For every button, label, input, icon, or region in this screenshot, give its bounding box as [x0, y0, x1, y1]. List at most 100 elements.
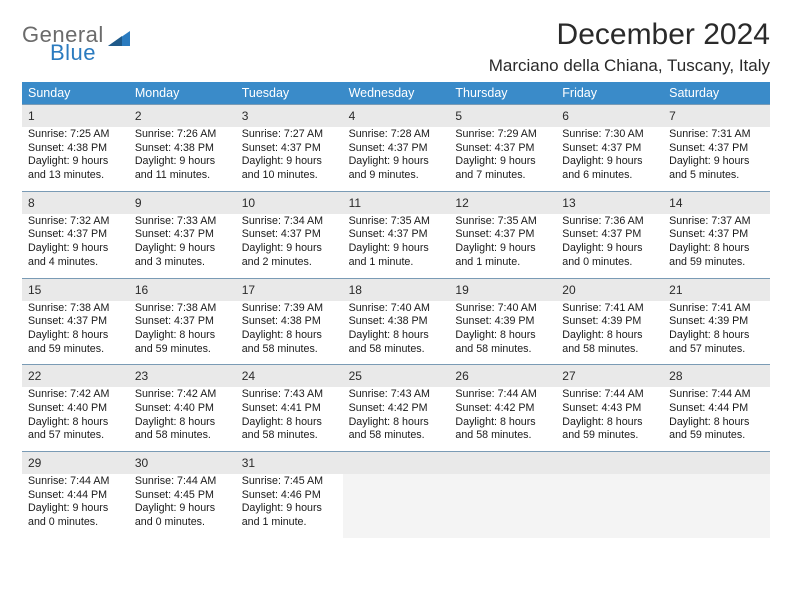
day-number-cell — [343, 451, 450, 474]
day-of-week-header: Tuesday — [236, 82, 343, 104]
sunrise-text: Sunrise: 7:34 AM — [242, 215, 337, 229]
sunrise-text: Sunrise: 7:26 AM — [135, 128, 230, 142]
day-body-cell — [449, 474, 556, 538]
day-number: 21 — [669, 283, 682, 297]
page-header: General Blue December 2024 Marciano dell… — [22, 18, 770, 76]
daylight-text: and 59 minutes. — [28, 343, 123, 357]
sunset-text: Sunset: 4:44 PM — [669, 402, 764, 416]
day-body-cell: Sunrise: 7:33 AMSunset: 4:37 PMDaylight:… — [129, 214, 236, 278]
daylight-text: Daylight: 9 hours — [28, 242, 123, 256]
week-body-row: Sunrise: 7:44 AMSunset: 4:44 PMDaylight:… — [22, 474, 770, 538]
sunrise-text: Sunrise: 7:28 AM — [349, 128, 444, 142]
sunset-text: Sunset: 4:37 PM — [135, 315, 230, 329]
calendar-grid: SundayMondayTuesdayWednesdayThursdayFrid… — [22, 82, 770, 538]
day-number-cell: 18 — [343, 278, 450, 301]
sunset-text: Sunset: 4:37 PM — [242, 142, 337, 156]
day-number: 18 — [349, 283, 362, 297]
daylight-text: and 1 minute. — [349, 256, 444, 270]
sunrise-text: Sunrise: 7:44 AM — [135, 475, 230, 489]
daylight-text: Daylight: 9 hours — [242, 502, 337, 516]
day-body-cell: Sunrise: 7:44 AMSunset: 4:44 PMDaylight:… — [663, 387, 770, 451]
daylight-text: Daylight: 9 hours — [242, 242, 337, 256]
sunset-text: Sunset: 4:37 PM — [349, 142, 444, 156]
day-body-cell: Sunrise: 7:38 AMSunset: 4:37 PMDaylight:… — [22, 301, 129, 365]
day-number-cell: 6 — [556, 104, 663, 127]
day-body-cell: Sunrise: 7:32 AMSunset: 4:37 PMDaylight:… — [22, 214, 129, 278]
sunset-text: Sunset: 4:37 PM — [28, 315, 123, 329]
daylight-text: Daylight: 8 hours — [28, 416, 123, 430]
sunset-text: Sunset: 4:37 PM — [562, 142, 657, 156]
week-number-row: 891011121314 — [22, 191, 770, 214]
daylight-text: Daylight: 9 hours — [455, 155, 550, 169]
day-number-cell: 9 — [129, 191, 236, 214]
daylight-text: Daylight: 9 hours — [135, 502, 230, 516]
sunrise-text: Sunrise: 7:43 AM — [349, 388, 444, 402]
day-number-cell: 7 — [663, 104, 770, 127]
day-body-cell — [343, 474, 450, 538]
daylight-text: and 58 minutes. — [455, 429, 550, 443]
sunset-text: Sunset: 4:37 PM — [135, 228, 230, 242]
day-number: 13 — [562, 196, 575, 210]
day-body-cell: Sunrise: 7:30 AMSunset: 4:37 PMDaylight:… — [556, 127, 663, 191]
daylight-text: and 59 minutes. — [135, 343, 230, 357]
day-of-week-header: Friday — [556, 82, 663, 104]
daylight-text: and 58 minutes. — [135, 429, 230, 443]
daylight-text: and 3 minutes. — [135, 256, 230, 270]
location-subtitle: Marciano della Chiana, Tuscany, Italy — [489, 56, 770, 76]
day-number-cell: 31 — [236, 451, 343, 474]
daylight-text: and 9 minutes. — [349, 169, 444, 183]
day-number-cell: 23 — [129, 364, 236, 387]
day-number: 22 — [28, 369, 41, 383]
sunrise-text: Sunrise: 7:37 AM — [669, 215, 764, 229]
daylight-text: and 58 minutes. — [562, 343, 657, 357]
day-body-cell: Sunrise: 7:41 AMSunset: 4:39 PMDaylight:… — [556, 301, 663, 365]
day-of-week-header: Wednesday — [343, 82, 450, 104]
daylight-text: Daylight: 8 hours — [135, 416, 230, 430]
daylight-text: Daylight: 9 hours — [135, 242, 230, 256]
logo-text: General Blue — [22, 24, 104, 64]
day-body-cell: Sunrise: 7:44 AMSunset: 4:43 PMDaylight:… — [556, 387, 663, 451]
week-number-row: 293031 — [22, 451, 770, 474]
day-number-cell: 21 — [663, 278, 770, 301]
daylight-text: and 5 minutes. — [669, 169, 764, 183]
daylight-text: and 58 minutes. — [242, 343, 337, 357]
daylight-text: and 59 minutes. — [669, 256, 764, 270]
day-number-cell: 13 — [556, 191, 663, 214]
day-body-cell: Sunrise: 7:29 AMSunset: 4:37 PMDaylight:… — [449, 127, 556, 191]
brand-logo: General Blue — [22, 18, 130, 64]
daylight-text: and 57 minutes. — [28, 429, 123, 443]
sunset-text: Sunset: 4:39 PM — [669, 315, 764, 329]
daylight-text: Daylight: 8 hours — [349, 329, 444, 343]
day-body-cell: Sunrise: 7:38 AMSunset: 4:37 PMDaylight:… — [129, 301, 236, 365]
sunset-text: Sunset: 4:42 PM — [349, 402, 444, 416]
day-body-cell: Sunrise: 7:28 AMSunset: 4:37 PMDaylight:… — [343, 127, 450, 191]
day-number: 10 — [242, 196, 255, 210]
sunrise-text: Sunrise: 7:32 AM — [28, 215, 123, 229]
daylight-text: Daylight: 9 hours — [349, 155, 444, 169]
sunrise-text: Sunrise: 7:44 AM — [28, 475, 123, 489]
sunset-text: Sunset: 4:38 PM — [242, 315, 337, 329]
week-body-row: Sunrise: 7:42 AMSunset: 4:40 PMDaylight:… — [22, 387, 770, 451]
sunrise-text: Sunrise: 7:44 AM — [562, 388, 657, 402]
sunrise-text: Sunrise: 7:25 AM — [28, 128, 123, 142]
week-number-row: 15161718192021 — [22, 278, 770, 301]
day-number: 24 — [242, 369, 255, 383]
day-number-cell: 4 — [343, 104, 450, 127]
daylight-text: and 57 minutes. — [669, 343, 764, 357]
sunrise-text: Sunrise: 7:42 AM — [28, 388, 123, 402]
day-body-cell: Sunrise: 7:37 AMSunset: 4:37 PMDaylight:… — [663, 214, 770, 278]
daylight-text: Daylight: 9 hours — [28, 502, 123, 516]
calendar-page: General Blue December 2024 Marciano dell… — [0, 0, 792, 548]
day-number-cell: 8 — [22, 191, 129, 214]
day-number-cell: 29 — [22, 451, 129, 474]
daylight-text: and 7 minutes. — [455, 169, 550, 183]
daylight-text: Daylight: 8 hours — [349, 416, 444, 430]
day-number: 16 — [135, 283, 148, 297]
day-number: 9 — [135, 196, 142, 210]
sunset-text: Sunset: 4:42 PM — [455, 402, 550, 416]
daylight-text: and 58 minutes. — [349, 429, 444, 443]
sunrise-text: Sunrise: 7:33 AM — [135, 215, 230, 229]
day-body-cell: Sunrise: 7:43 AMSunset: 4:41 PMDaylight:… — [236, 387, 343, 451]
sunrise-text: Sunrise: 7:44 AM — [455, 388, 550, 402]
day-number-cell: 5 — [449, 104, 556, 127]
